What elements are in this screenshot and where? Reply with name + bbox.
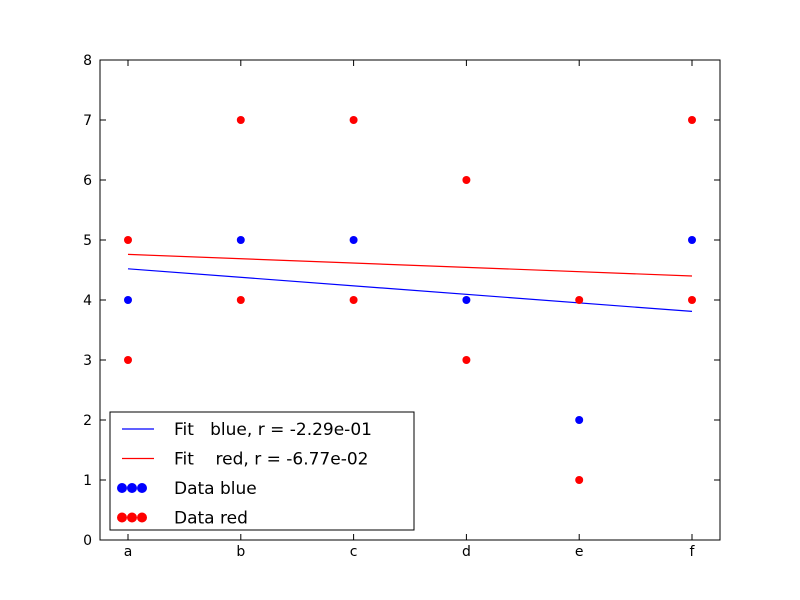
data-point-red-11 <box>688 296 696 304</box>
y-tick-label: 8 <box>83 53 92 69</box>
data-point-blue-3 <box>462 296 471 304</box>
y-tick-label: 7 <box>83 113 92 129</box>
y-tick-label: 3 <box>83 353 92 369</box>
legend-marker-2-2 <box>137 483 147 493</box>
fit-line-red <box>127 253 693 277</box>
data-point-red-6 <box>462 176 471 184</box>
data-point-red-1 <box>124 356 132 364</box>
y-tick-label: 0 <box>83 533 92 549</box>
legend-marker-2-1 <box>127 483 137 493</box>
legend-marker-3-0 <box>117 512 127 523</box>
x-tick-label: a <box>124 544 133 560</box>
data-point-red-0 <box>124 236 132 244</box>
data-point-red-3 <box>236 296 245 304</box>
data-point-blue-4 <box>575 416 584 424</box>
data-point-blue-2 <box>349 236 358 244</box>
x-tick-label: b <box>236 544 245 560</box>
y-tick-label: 5 <box>83 233 92 249</box>
legend-label: Fit blue, r = -2.29e-01 <box>174 420 372 440</box>
data-point-red-9 <box>575 476 584 484</box>
data-point-blue-1 <box>236 236 245 244</box>
legend-label: Data blue <box>174 479 257 499</box>
y-tick-label: 4 <box>83 293 92 309</box>
data-point-red-2 <box>236 116 245 124</box>
data-point-red-4 <box>349 116 358 124</box>
y-tick-label: 6 <box>83 173 92 189</box>
fit-line-blue <box>127 268 693 312</box>
axes: 0 1 2 3 4 5 6 7 8 a b c d e f <box>83 53 721 560</box>
x-tick-label: f <box>690 544 696 560</box>
legend-marker-2-0 <box>117 483 127 493</box>
data-point-blue-0 <box>124 296 132 304</box>
data-point-red-8 <box>575 296 584 304</box>
x-tick-label: e <box>575 544 584 560</box>
data-point-blue-5 <box>688 236 696 244</box>
legend-marker-3-1 <box>127 512 137 523</box>
x-tick-label: c <box>350 544 358 560</box>
data-point-red-5 <box>349 296 358 304</box>
x-tick-label: d <box>462 544 471 560</box>
y-tick-label: 1 <box>83 473 92 489</box>
legend: Fit blue, r = -2.29e-01 Fit red, r = -6.7… <box>109 411 415 531</box>
legend-label: Fit red, r = -6.77e-02 <box>174 450 368 470</box>
plot-area <box>124 116 696 484</box>
data-point-red-7 <box>462 356 471 364</box>
y-tick-label: 2 <box>83 413 92 429</box>
legend-box <box>109 411 415 531</box>
legend-label: Data red <box>174 509 248 529</box>
data-point-red-10 <box>688 116 696 124</box>
legend-marker-3-2 <box>137 512 147 523</box>
